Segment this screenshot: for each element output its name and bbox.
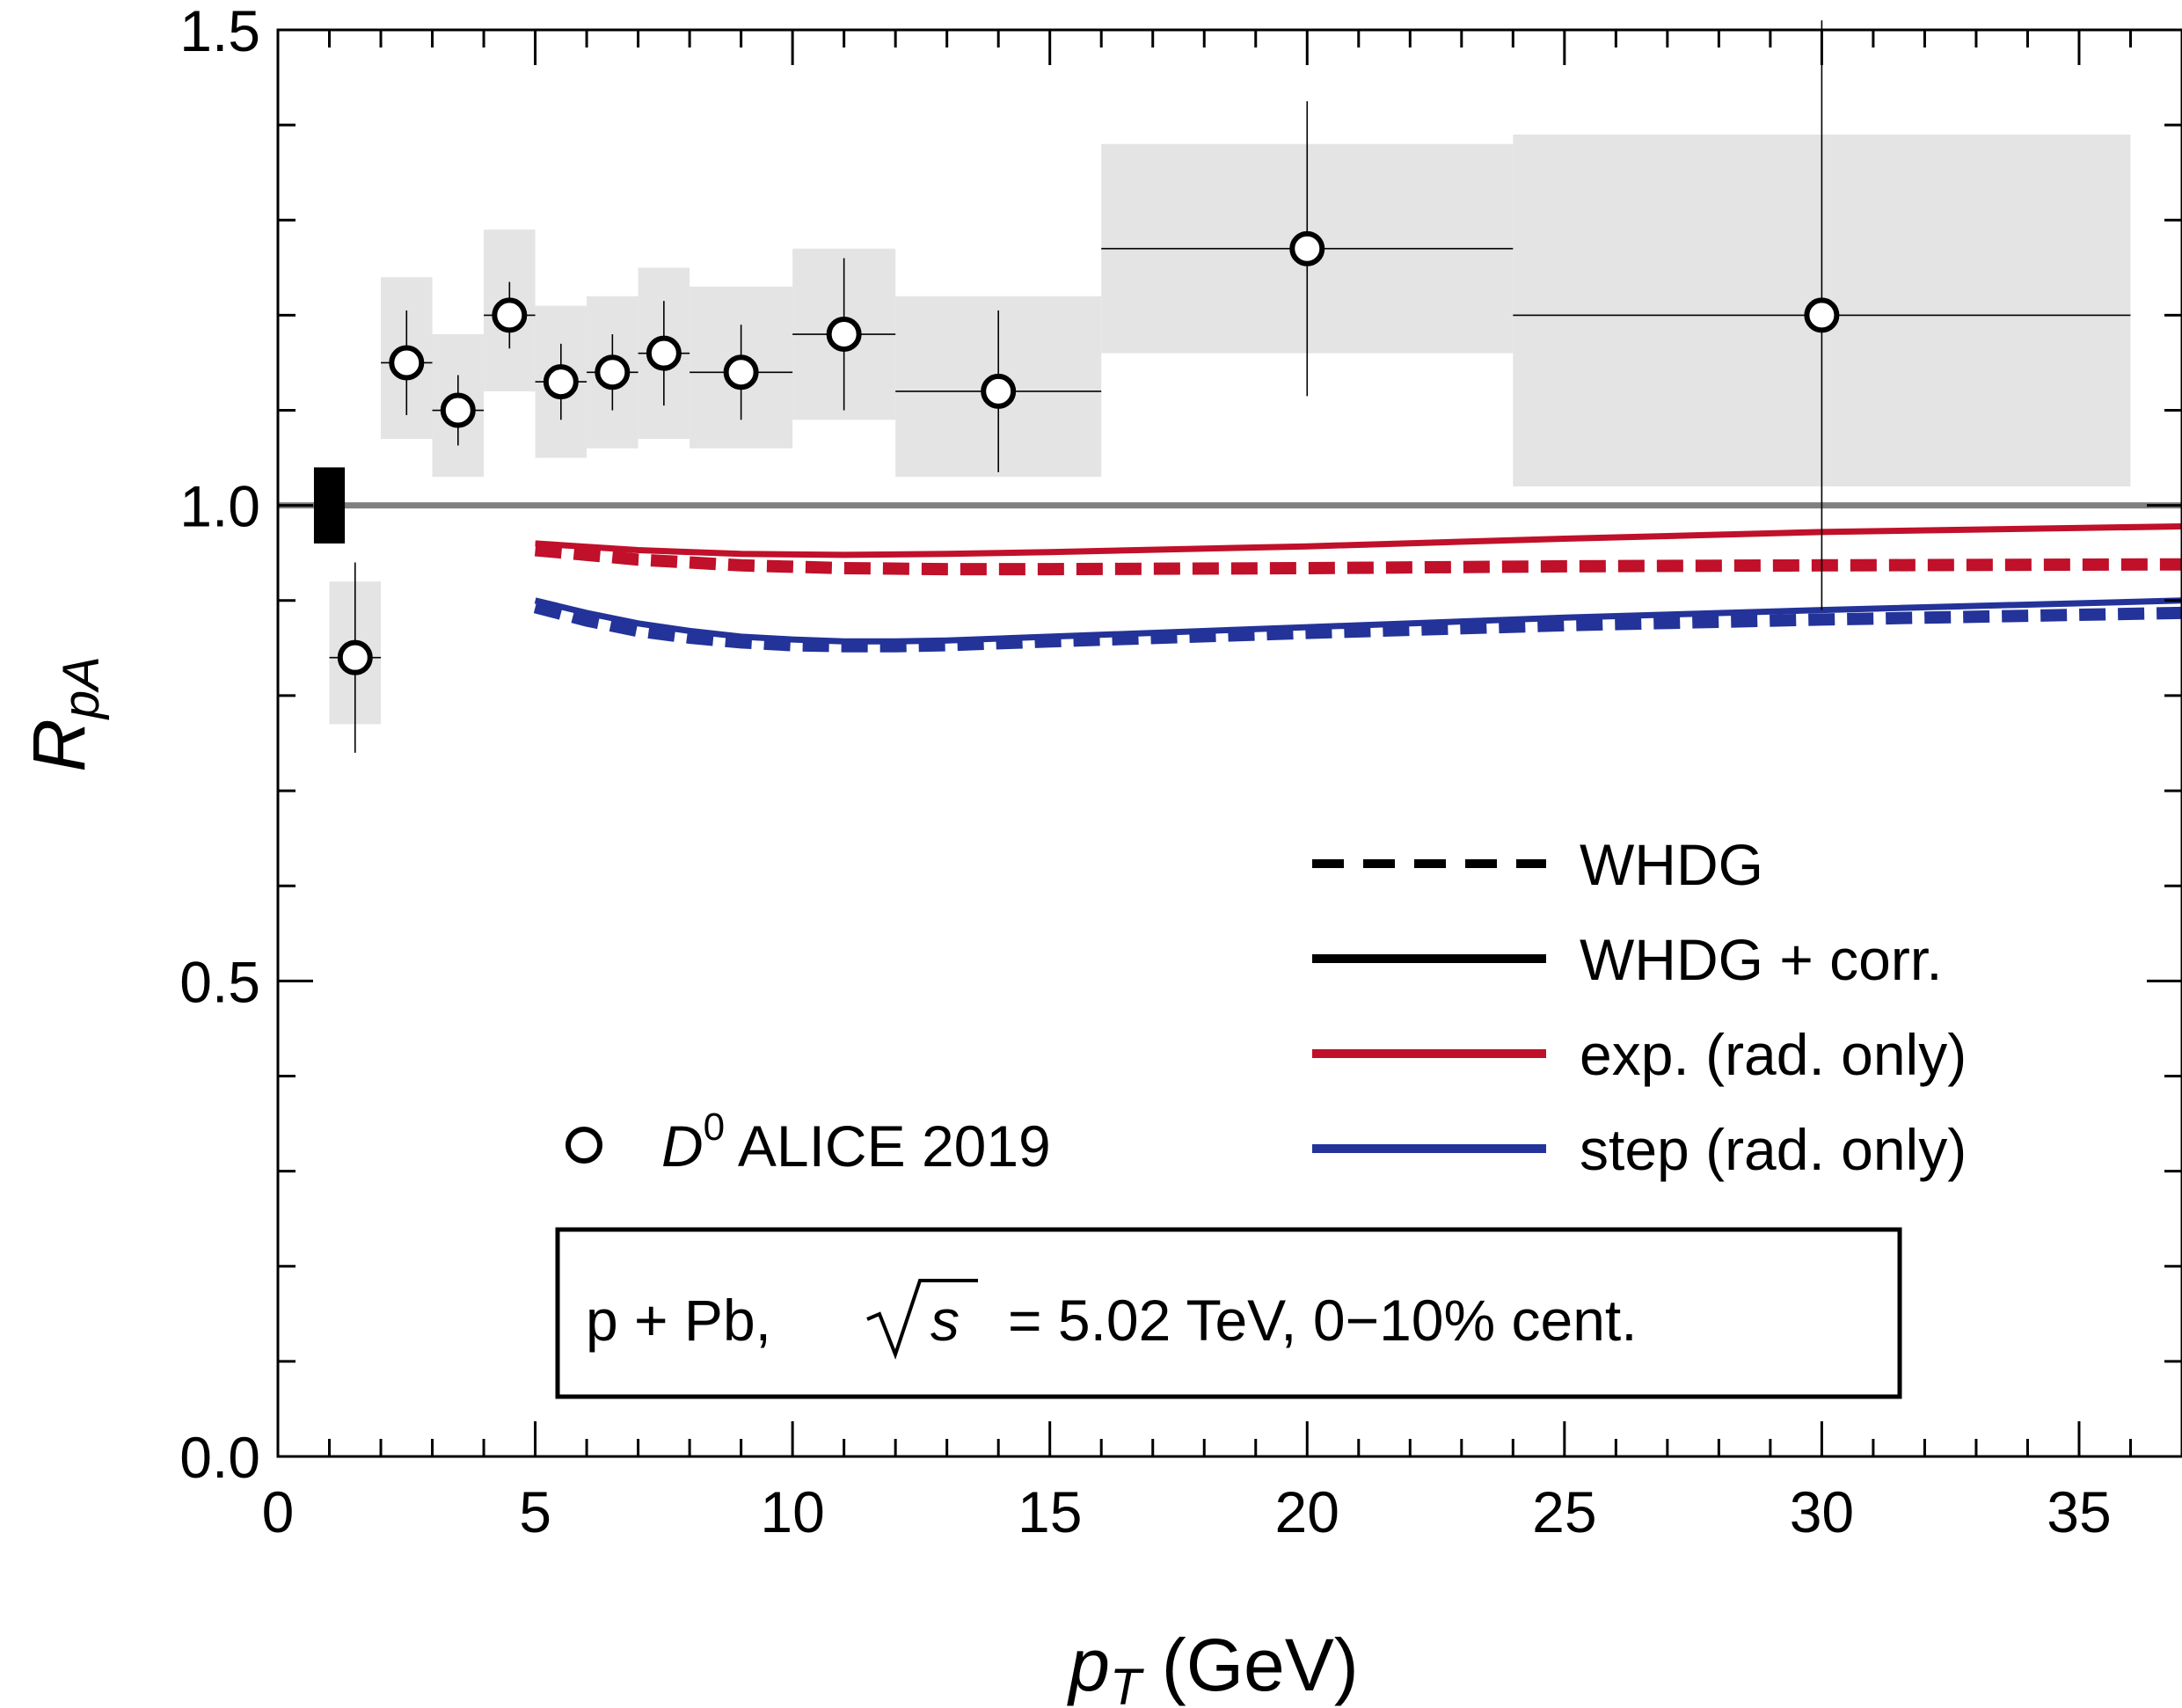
y-tick-label-0: 0.0 [179, 1425, 260, 1490]
x-tick-label-4: 20 [1275, 1479, 1339, 1544]
y-tick-label-1: 0.5 [179, 949, 260, 1014]
model-curves [533, 523, 2182, 653]
data-point-3 [492, 297, 528, 333]
plot-frame [276, 28, 2182, 1458]
curve-0 [535, 523, 2182, 558]
y-axis-label-sub: pA [53, 656, 110, 720]
data-point-4 [543, 364, 579, 400]
x-axis-label: pT (GeV) [1066, 1624, 1359, 1708]
x-tick-label-7: 35 [2047, 1479, 2111, 1544]
y-axis-label: RpA [18, 656, 110, 772]
data-legend-label-sup: 0 [704, 1106, 725, 1149]
data-point-2 [440, 392, 476, 428]
x-tick-label-1: 5 [519, 1479, 551, 1544]
data-point-8 [826, 317, 862, 353]
x-tick-label-6: 30 [1790, 1479, 1854, 1544]
data-point-0 [337, 639, 373, 675]
annotation-prefix: p + Pb, [586, 1288, 771, 1353]
data-legend-label-rest: ALICE 2019 [725, 1113, 1051, 1179]
x-tick-label-2: 10 [760, 1479, 824, 1544]
y-tick-label-2: 1.0 [179, 474, 260, 539]
legend: WHDG WHDG + corr. exp. (rad. only) step … [1312, 832, 1967, 1182]
data-legend: D0 ALICE 2019 [566, 1106, 1051, 1179]
collision-annotation: p + Pb, s = 5.02 TeV, 0−10% cent. [555, 1227, 1902, 1399]
sqrt-symbol [866, 1279, 978, 1360]
data-point-9 [981, 373, 1017, 409]
y-tick-label-3: 1.5 [179, 0, 260, 63]
curve-3 [533, 601, 2182, 653]
x-tick-label-3: 15 [1018, 1479, 1082, 1544]
curve-1 [534, 544, 2182, 576]
data-point-6 [646, 335, 682, 371]
x-axis-label-main: p [1066, 1624, 1110, 1706]
legend-label-step: step (rad. only) [1580, 1117, 1967, 1182]
annotation-box [555, 1227, 1902, 1399]
data-point-7 [723, 354, 759, 391]
curve-2 [534, 597, 2182, 645]
axis-ticks [276, 28, 2182, 1458]
x-tick-label-0: 0 [262, 1479, 295, 1544]
data-legend-label: D0 ALICE 2019 [661, 1106, 1051, 1179]
annotation-suffix: = 5.02 TeV, 0−10% cent. [1008, 1288, 1638, 1353]
annotation-sqrt-arg: s [930, 1288, 960, 1353]
data-point-markers [337, 230, 1840, 675]
data-point-1 [389, 345, 425, 381]
data-point-5 [595, 354, 631, 391]
x-axis-label-sub: T [1110, 1659, 1144, 1708]
data-point-10 [1289, 230, 1325, 266]
axes-frame [276, 28, 2182, 1458]
axis-tick-labels: 0 5 10 15 20 25 30 35 0.0 0.5 1.0 1.5 [179, 0, 2111, 1544]
legend-label-whdg-corr: WHDG + corr. [1580, 927, 1943, 992]
normalization-box-group [313, 467, 346, 544]
legend-label-whdg: WHDG [1580, 832, 1763, 897]
data-point-11 [1804, 297, 1840, 333]
normalization-uncertainty-box [313, 467, 346, 544]
y-axis-label-main: R [18, 719, 100, 772]
data-legend-marker [566, 1127, 602, 1164]
x-tick-label-5: 25 [1532, 1479, 1596, 1544]
x-axis-label-unit: (GeV) [1141, 1624, 1358, 1706]
data-legend-label-d: D [661, 1113, 704, 1179]
legend-label-exp: exp. (rad. only) [1580, 1022, 1967, 1087]
